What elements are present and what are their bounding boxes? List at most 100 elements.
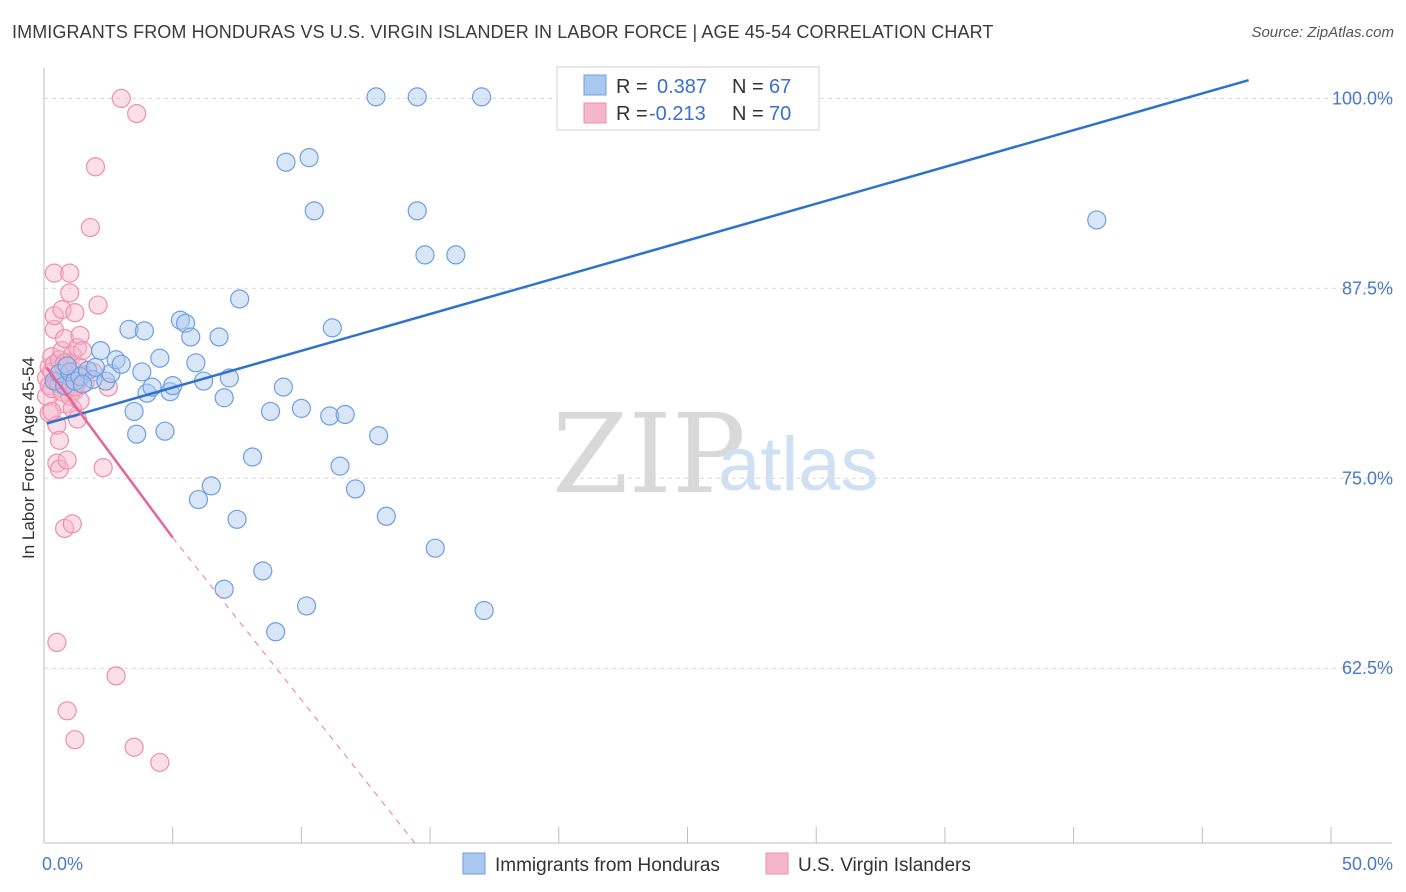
honduras-point-25: [181, 327, 201, 347]
bottom-legend-label-honduras: Immigrants from Honduras: [495, 855, 720, 876]
honduras-point-38: [266, 622, 286, 642]
honduras-point-35: [242, 447, 263, 467]
virgin-islanders-point-64: [42, 401, 62, 422]
honduras-point-59: [471, 87, 492, 107]
honduras-point-65: [57, 356, 77, 376]
legend-n-label-virgin-islanders: N =: [732, 103, 764, 125]
honduras-point-13: [119, 319, 139, 339]
virgin-islanders-point-63: [150, 752, 170, 773]
virgin-islanders-point-68: [65, 377, 85, 397]
y-tick-label-3: 62.5%: [1342, 658, 1393, 678]
honduras-point-58: [446, 245, 466, 265]
honduras-point-37: [260, 401, 281, 422]
honduras-point-33: [227, 509, 247, 529]
bottom-legend-swatch-honduras: [462, 852, 486, 875]
trend-lines: [45, 78, 1249, 847]
honduras-point-39: [273, 377, 293, 397]
honduras-point-49: [345, 479, 366, 499]
honduras-point-16: [134, 321, 154, 341]
correlation-legend: R = 0.387 N = 67 R = -0.213 N = 70: [556, 66, 820, 131]
honduras-point-19: [150, 348, 170, 368]
virgin-islanders-point-32: [60, 283, 80, 303]
virgin-islanders-point-59: [106, 666, 126, 686]
virgin-islanders-point-56: [88, 295, 108, 315]
virgin-islanders-point-31: [57, 701, 77, 721]
honduras-point-29: [201, 476, 221, 496]
virgin-islanders-point-57: [93, 458, 113, 478]
virgin-islanders-point-9: [44, 306, 64, 326]
honduras-point-57: [425, 538, 445, 558]
honduras-point-53: [376, 506, 396, 526]
honduras-point-43: [299, 148, 319, 168]
honduras-point-40: [276, 152, 296, 172]
virgin-islanders-points: [36, 88, 170, 773]
honduras-trend-line: [46, 78, 1249, 425]
legend-swatch-honduras: [583, 74, 607, 96]
virgin-islanders-point-10: [44, 263, 64, 283]
honduras-point-47: [330, 456, 350, 476]
honduras-point-64: [85, 357, 106, 377]
virgin-islanders-point-53: [80, 217, 100, 238]
honduras-point-44: [304, 201, 324, 221]
virgin-islanders-point-61: [124, 737, 144, 757]
virgin-islanders-point-62: [127, 103, 147, 124]
honduras-point-41: [291, 398, 311, 418]
honduras-point-26: [186, 353, 206, 373]
honduras-point-12: [111, 354, 131, 374]
virgin-islanders-point-50: [73, 341, 93, 361]
series-legend: Immigrants from Honduras U.S. Virgin Isl…: [462, 852, 971, 876]
honduras-point-42: [296, 596, 317, 616]
y-tick-labels: 100.0% 87.5% 75.0% 62.5%: [1332, 88, 1393, 678]
honduras-point-54: [407, 87, 427, 107]
virgin-islanders-point-66: [54, 353, 75, 373]
virgin-islanders-point-39: [62, 514, 82, 534]
chart-title: IMMIGRANTS FROM HONDURAS VS U.S. VIRGIN …: [12, 22, 994, 42]
virgin-islanders-point-35: [60, 263, 80, 283]
y-tick-label-2: 75.0%: [1342, 468, 1393, 488]
virgin-islanders-trend-extension: [172, 537, 418, 847]
honduras-point-46: [322, 318, 342, 338]
virgin-islanders-point-60: [111, 88, 131, 108]
honduras-point-55: [407, 201, 427, 221]
virgin-islanders-point-47: [70, 325, 90, 346]
honduras-point-36: [253, 561, 273, 581]
honduras-point-15: [127, 424, 147, 444]
virgin-islanders-point-40: [65, 303, 85, 323]
honduras-point-60: [474, 600, 494, 621]
watermark-atlas: atlas: [718, 422, 879, 507]
honduras-point-14: [124, 401, 144, 422]
virgin-islanders-trend-line: [45, 366, 174, 539]
virgin-islanders-point-55: [85, 157, 106, 177]
honduras-point-63: [73, 374, 93, 394]
virgin-islanders-point-43: [65, 730, 85, 750]
honduras-point-50: [214, 579, 234, 599]
legend-r-value-honduras: 0.387: [657, 76, 707, 98]
honduras-point-62: [1087, 210, 1107, 230]
legend-n-value-honduras: 67: [769, 76, 791, 98]
honduras-point-23: [170, 310, 191, 330]
legend-n-value-virgin-islanders: 70: [769, 103, 791, 125]
source-credit: Source: ZipAtlas.com: [1251, 24, 1394, 41]
y-tick-label-0: 100.0%: [1332, 88, 1393, 108]
legend-swatch-virgin-islanders: [583, 102, 607, 124]
honduras-point-51: [366, 87, 386, 107]
honduras-point-27: [188, 489, 209, 510]
honduras-point-45: [320, 406, 340, 426]
honduras-point-34: [230, 289, 250, 309]
honduras-point-30: [209, 327, 229, 347]
legend-r-label-virgin-islanders: R =: [616, 103, 648, 125]
honduras-point-20: [155, 421, 175, 441]
bottom-legend-label-virgin-islanders: U.S. Virgin Islanders: [798, 855, 971, 876]
x-tick-label-min: 0.0%: [42, 854, 83, 874]
y-axis-title: In Labor Force | Age 45-54: [19, 357, 38, 559]
legend-r-value-virgin-islanders: -0.213: [649, 103, 706, 125]
axes: [43, 68, 1392, 844]
bottom-legend-swatch-virgin-islanders: [765, 852, 789, 875]
x-tick-label-max: 50.0%: [1342, 854, 1393, 874]
x-tick-labels: 0.0% 50.0%: [42, 854, 1393, 874]
honduras-point-56: [415, 245, 435, 265]
honduras-points: [44, 87, 1107, 642]
legend-r-label-honduras: R =: [616, 76, 648, 98]
